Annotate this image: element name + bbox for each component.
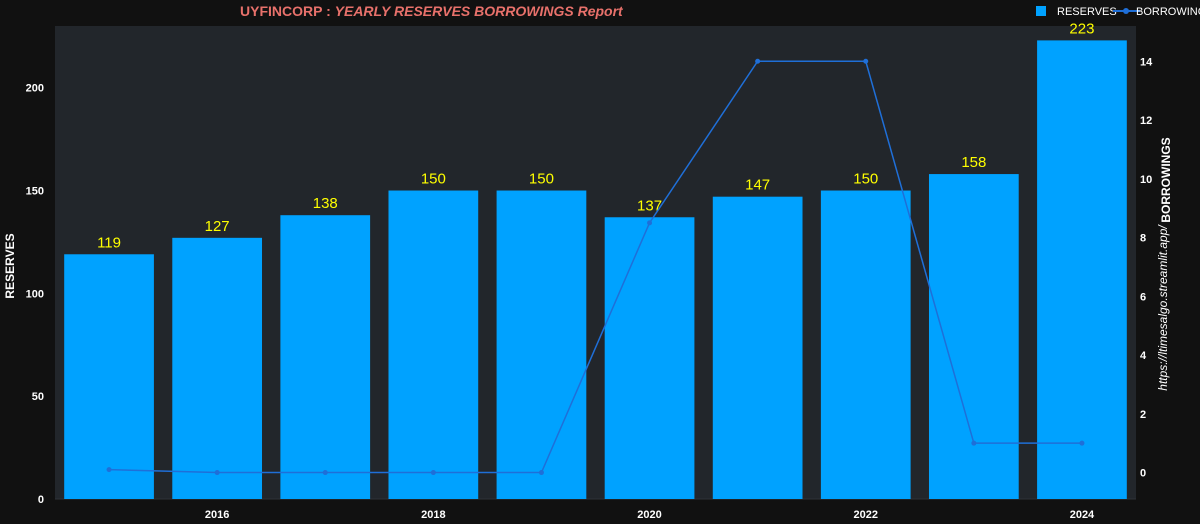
reserves-bar[interactable] — [604, 217, 695, 499]
reserves-bar[interactable] — [172, 237, 263, 500]
y2-tick-label: 10 — [1140, 174, 1152, 186]
legend[interactable]: RESERVES BORROWINGS — [1036, 6, 1200, 18]
borrowings-point[interactable] — [538, 470, 544, 476]
x-tick-label: 2024 — [1070, 509, 1095, 521]
y2-tick-label: 0 — [1140, 468, 1146, 480]
borrowings-point[interactable] — [971, 440, 977, 446]
reserves-bar-labels: 119 127 138 150 150 137 147 150 158 223 — [97, 20, 1094, 251]
x-tick-label: 2018 — [421, 509, 445, 521]
y-tick-label: 150 — [26, 186, 44, 198]
reserves-bar[interactable] — [928, 174, 1019, 499]
x-tick-label: 2016 — [205, 509, 229, 521]
x-tick-label: 2020 — [637, 509, 661, 521]
y2-tick-label: 12 — [1140, 115, 1152, 127]
y2-tick-label: 6 — [1140, 291, 1146, 303]
y-tick-label: 0 — [38, 494, 44, 506]
watermark-url: https://ltimesalgo.streamlit.app/ — [1156, 224, 1170, 391]
borrowings-line-layer — [106, 58, 1085, 476]
reserves-bar[interactable] — [388, 190, 479, 500]
y2-tick-label: 8 — [1140, 233, 1146, 245]
y-tick-label: 200 — [26, 83, 44, 95]
reserves-bar[interactable] — [64, 254, 154, 499]
y2-tick-label: 4 — [1140, 350, 1147, 362]
borrowings-point[interactable] — [106, 467, 112, 473]
reserves-bar-value-label: 150 — [853, 171, 878, 188]
y-axis-title: RESERVES — [3, 233, 17, 298]
reserves-bar-value-label: 150 — [529, 171, 554, 188]
x-tick-label: 2022 — [854, 509, 878, 521]
y-tick-label: 100 — [26, 288, 44, 300]
chart-title: UYFINCORP : YEARLY RESERVES BORROWINGS R… — [240, 3, 624, 19]
reserves-bar[interactable] — [820, 190, 911, 500]
legend-reserves-swatch — [1036, 6, 1046, 16]
y2-tick-label: 2 — [1140, 409, 1146, 421]
y2-axis-title: BORROWINGS — [1159, 137, 1173, 222]
chart-title-main: YEARLY RESERVES BORROWINGS Report — [335, 3, 624, 19]
reserves-bar-value-label: 147 — [745, 177, 770, 194]
borrowings-point[interactable] — [322, 470, 328, 476]
legend-borrowings-marker — [1123, 8, 1129, 14]
reserves-bar-value-label: 119 — [97, 234, 121, 251]
reserves-bar-value-label: 158 — [961, 154, 986, 171]
reserves-bar-value-label: 137 — [637, 197, 662, 214]
reserves-bar[interactable] — [712, 196, 803, 500]
borrowings-point[interactable] — [647, 220, 653, 226]
borrowings-point[interactable] — [214, 470, 220, 476]
reserves-bars — [64, 40, 1127, 500]
reserves-bar-value-label: 150 — [421, 171, 446, 188]
borrowings-point[interactable] — [1079, 440, 1085, 446]
x-axis-ticks: 2016 2018 2020 2022 2024 — [205, 509, 1095, 521]
borrowings-point[interactable] — [863, 58, 869, 64]
borrowings-point[interactable] — [755, 58, 761, 64]
y2-axis-ticks: 0 2 4 6 8 10 12 14 — [1140, 56, 1153, 479]
legend-borrowings-label[interactable]: BORROWINGS — [1136, 6, 1200, 18]
reserves-bar[interactable] — [496, 190, 587, 500]
reserves-bar-value-label: 223 — [1069, 20, 1094, 37]
chart-title-prefix: UYFINCORP : — [240, 3, 335, 19]
y-tick-label: 50 — [32, 391, 44, 403]
reserves-bar[interactable] — [1037, 40, 1127, 499]
reserves-bar[interactable] — [280, 215, 371, 499]
reserves-bar-value-label: 138 — [313, 195, 338, 212]
reserves-bar-value-label: 127 — [205, 218, 230, 235]
legend-reserves-label[interactable]: RESERVES — [1057, 6, 1117, 18]
borrowings-point[interactable] — [430, 470, 436, 476]
borrowings-line — [109, 60, 1082, 474]
y2-tick-label: 14 — [1140, 56, 1153, 68]
